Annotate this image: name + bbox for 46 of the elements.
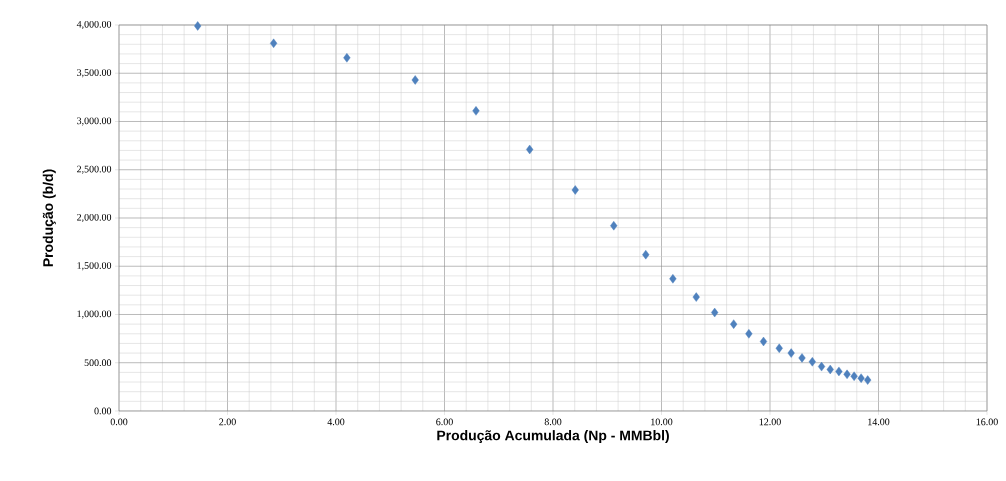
y-tick-label: 1,000.00 [77,310,112,319]
y-tick-label: 2,000.00 [77,213,112,223]
x-axis-title: Produção Acumulada (Np - MMBbl) [437,430,669,444]
y-tick-label: 0.00 [94,407,112,415]
point [759,336,768,347]
x-tick-label: 6.00 [436,418,453,426]
y-tick-label: 3,000.00 [77,117,112,126]
y-tick-label: 2,500.00 [77,165,112,174]
y-tick-label: 500.00 [84,359,112,367]
x-tick-label: 14.00 [868,418,890,426]
x-tick-label: 16.00 [976,418,998,426]
point [343,53,351,63]
point [571,185,579,195]
point [857,373,865,383]
point [526,144,534,155]
point [194,21,202,31]
y-tick-label: 1,500.00 [77,262,112,271]
x-tick-label: 10.00 [651,418,673,426]
point [610,221,618,231]
point [692,292,700,302]
x-tick-label: 4.00 [327,418,345,426]
point [808,357,816,367]
x-tick-label: 0.00 [110,418,128,426]
y-tick-label: 3,500.00 [77,69,112,78]
y-axis-title: Produção (b/d) [42,169,56,267]
point [669,274,677,284]
x-tick-label: 12.00 [759,418,781,426]
point [745,329,753,339]
point [270,38,278,49]
point [787,348,795,358]
point [472,106,480,116]
point [826,364,834,375]
point [775,343,783,353]
x-tick-label: 8.00 [544,418,562,426]
point [411,75,419,85]
point [730,319,738,329]
point [817,361,826,372]
point [850,371,858,381]
point [711,307,719,318]
point [642,249,650,260]
point [798,353,806,363]
point [864,375,872,385]
point [843,369,851,380]
point [835,366,843,377]
x-tick-label: 2.00 [219,418,236,426]
y-tick-label: 4,000.00 [76,20,112,30]
